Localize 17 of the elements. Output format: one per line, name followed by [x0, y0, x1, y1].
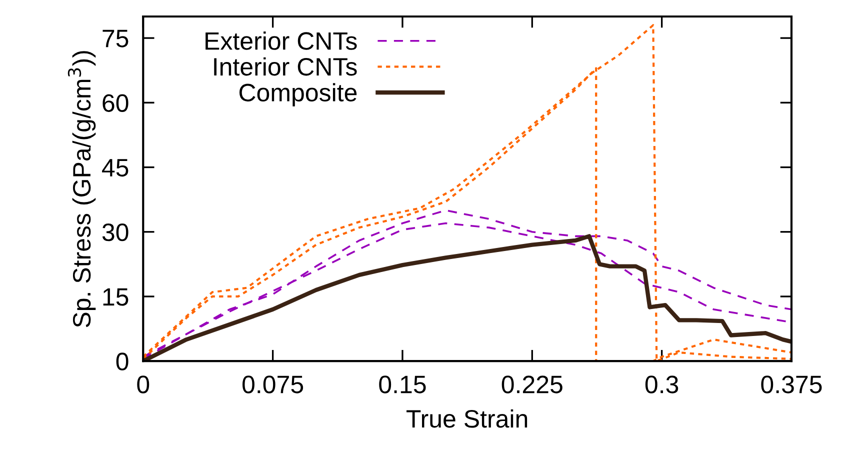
y-axis-title: Sp. Stress (GPa/(g/cm$^{3}$))	[68, 51, 96, 328]
x-tick-label: 0.075	[242, 376, 304, 394]
legend-label: Composite	[239, 83, 357, 106]
y-tick-label: 45	[102, 159, 128, 177]
y-tick-label: 60	[102, 94, 128, 112]
x-tick-label: 0.15	[379, 376, 426, 394]
x-tick-label: 0.225	[502, 376, 562, 394]
y-tick-label: 0	[116, 352, 128, 370]
y-tick-label: 30	[102, 223, 128, 242]
x-axis-title: True Strain	[406, 409, 528, 428]
x-tick-label: 0	[137, 376, 150, 394]
x-tick-label: 0.375	[761, 376, 822, 394]
y-tick-label: 15	[103, 288, 128, 306]
y-tick-label: 75	[102, 30, 128, 48]
x-tick-label: 0.3	[645, 376, 678, 394]
legend-label: Interior CNTs	[214, 57, 357, 76]
legend-label: Exterior CNTs	[206, 32, 357, 50]
